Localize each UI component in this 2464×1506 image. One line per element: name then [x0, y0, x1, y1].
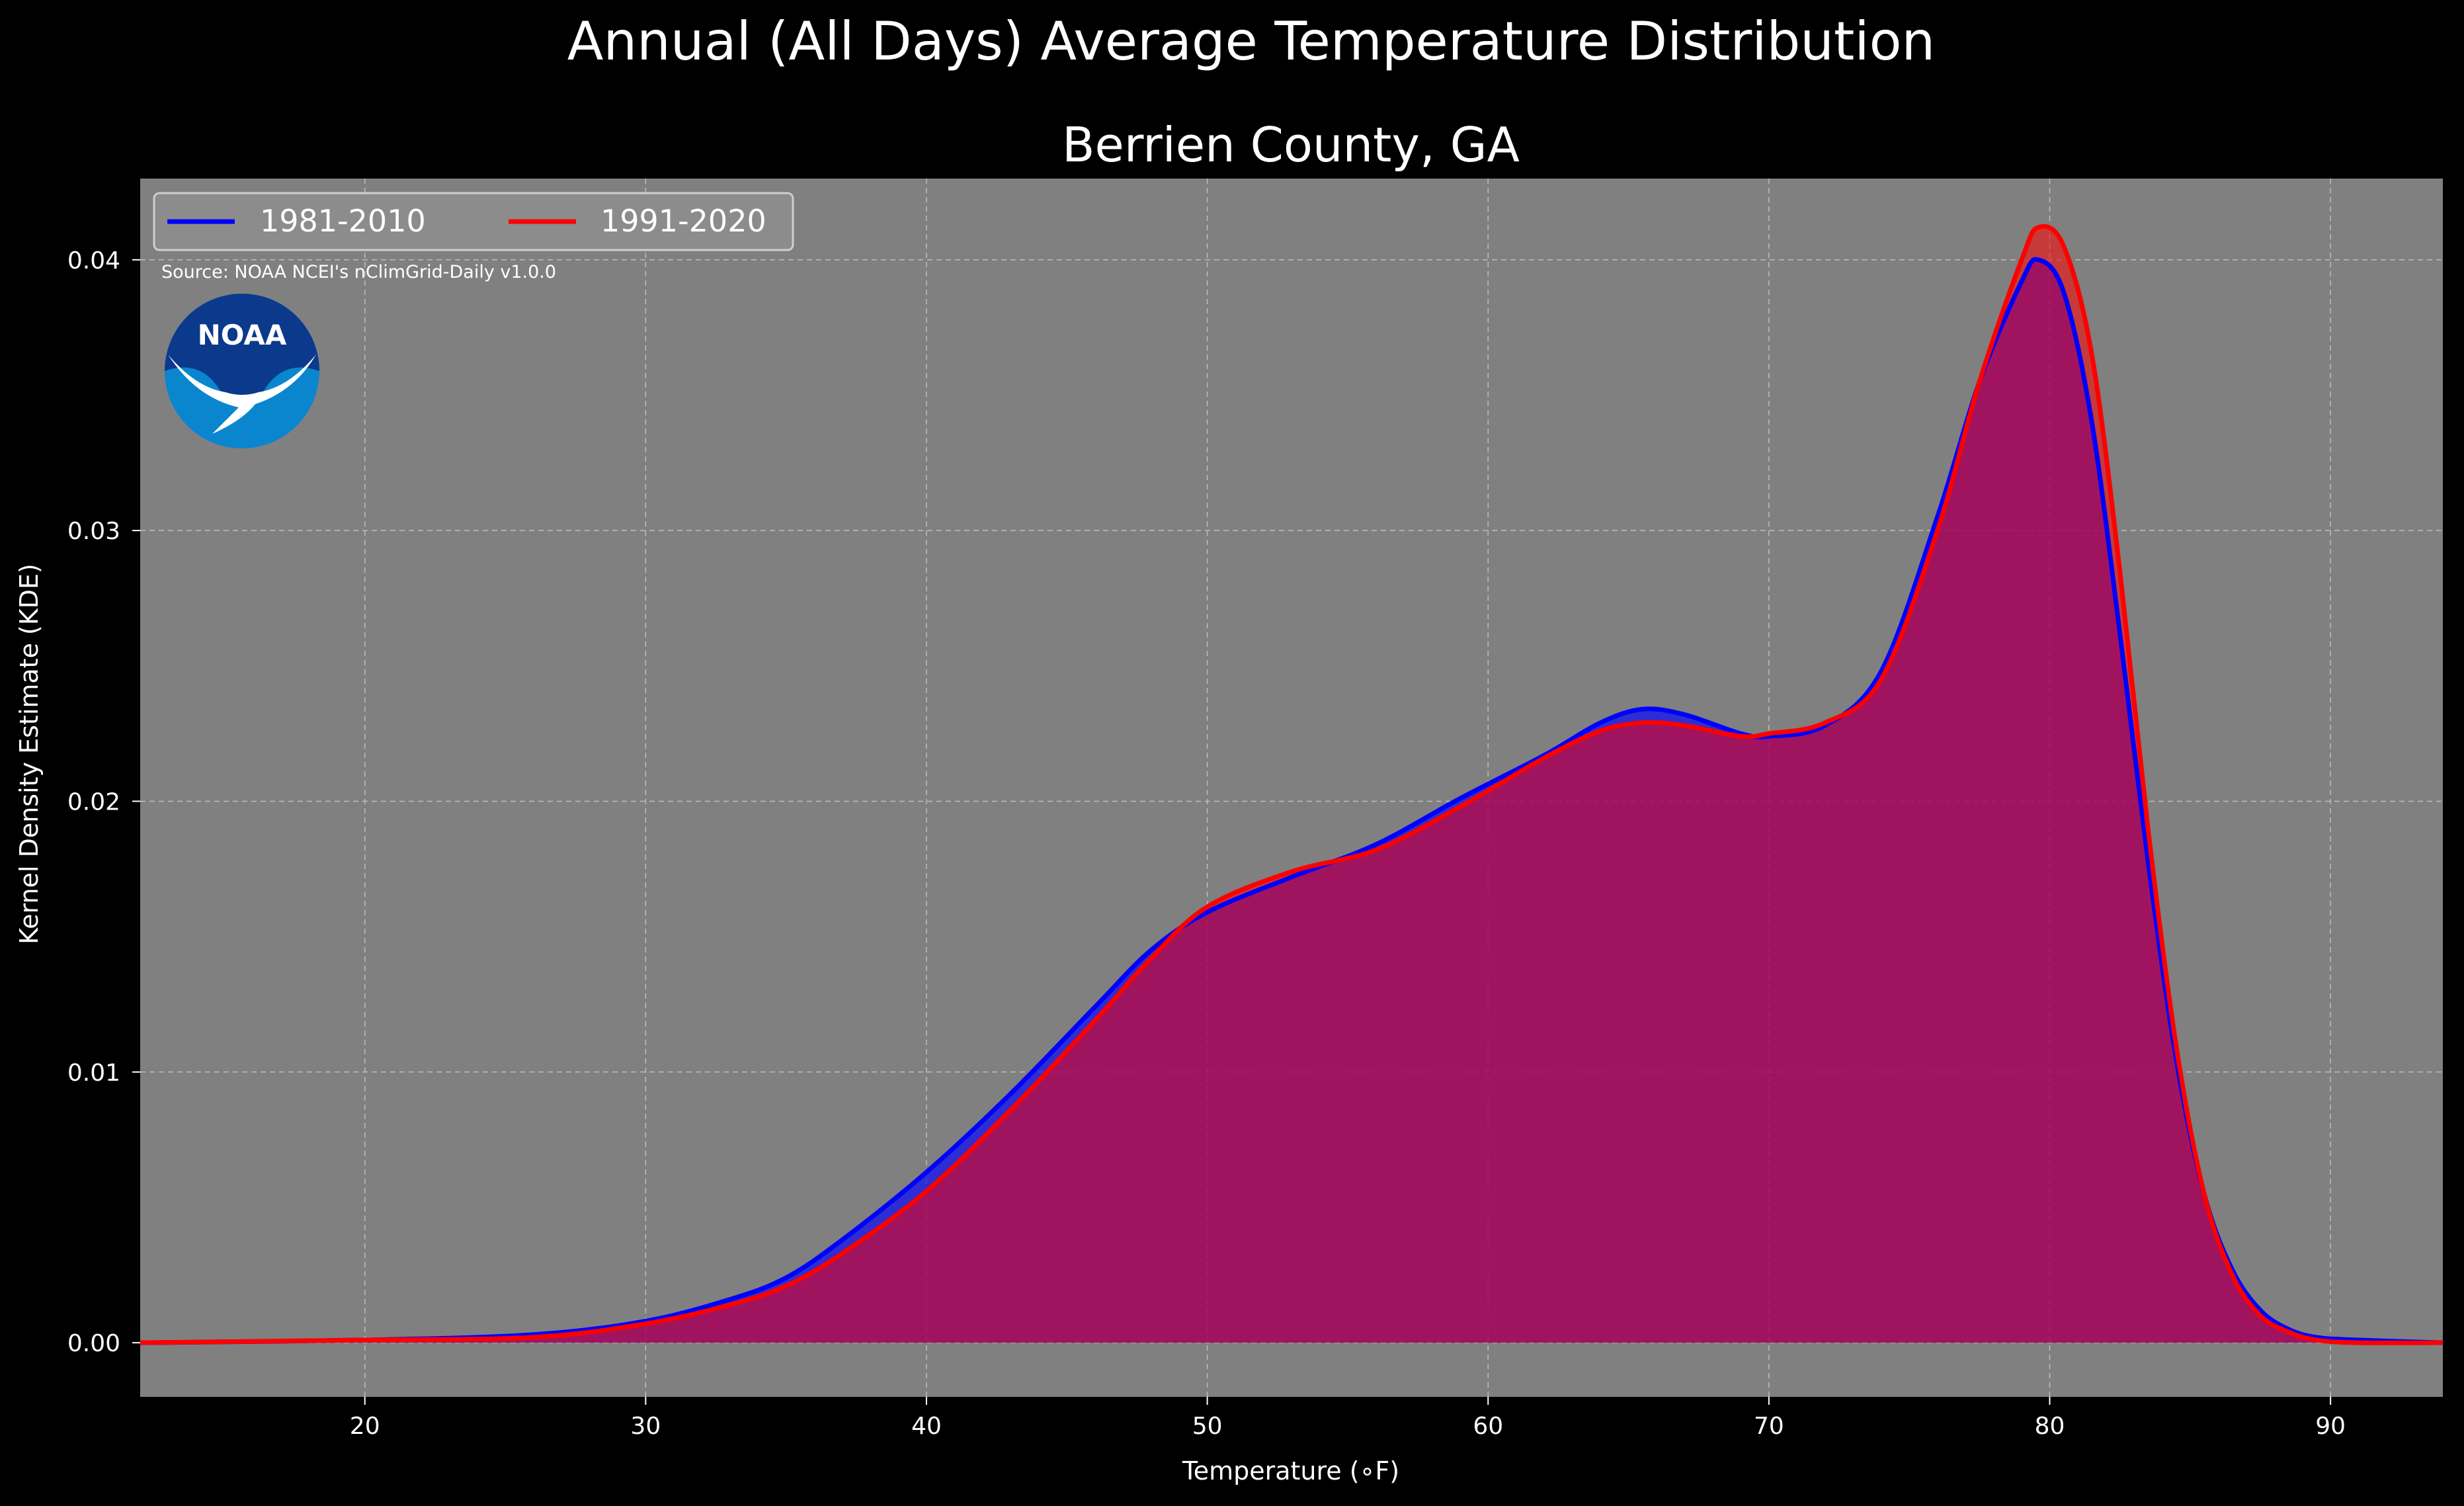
legend-label-1981-2010: 1981-2010 [260, 203, 426, 239]
x-tick-label: 40 [911, 1413, 942, 1440]
density-line-1981-2010 [140, 257, 2443, 1345]
legend-box [153, 192, 794, 251]
noaa-logo-text: NOAA [198, 319, 287, 351]
y-tick-label: 0.01 [67, 1060, 120, 1087]
density-fills [140, 226, 2443, 1343]
chart-title: Berrien County, GA [1062, 117, 1520, 173]
x-tick-label: 80 [2035, 1413, 2065, 1440]
x-tick-label: 20 [350, 1413, 380, 1440]
x-tick-label: 70 [1754, 1413, 1784, 1440]
legend: 1981-2010 1991-2020 [153, 192, 794, 251]
figure-suptitle: Annual (All Days) Average Temperature Di… [567, 11, 1935, 72]
density-fill-1991-2020 [140, 226, 2443, 1343]
x-tick-label: 30 [630, 1413, 661, 1440]
y-axis-label: Kernel Density Estimate (KDE) [15, 564, 44, 944]
x-tick-label: 60 [1473, 1413, 1503, 1440]
source-note: Source: NOAA NCEI's nClimGrid-Daily v1.0… [161, 262, 556, 282]
y-tick-label: 0.02 [67, 788, 120, 816]
density-line-1991-2020 [140, 224, 2443, 1345]
legend-label-1991-2020: 1991-2020 [600, 203, 766, 239]
y-tick-label: 0.03 [67, 518, 120, 545]
noaa-logo: NOAA [165, 294, 319, 448]
x-tick-label: 50 [1192, 1413, 1223, 1440]
density-lines [140, 224, 2443, 1345]
x-tick-label: 90 [2315, 1413, 2346, 1440]
x-axis-label: Temperature (∘F) [1182, 1456, 1399, 1485]
y-tick-label: 0.04 [67, 247, 120, 274]
y-tick-label: 0.00 [67, 1330, 120, 1357]
noaa-logo-sky [165, 294, 319, 406]
axis-ticks: 20 30 40 50 60 70 80 90 0.00 0.01 0.02 0.03 0.04 [67, 247, 2346, 1440]
